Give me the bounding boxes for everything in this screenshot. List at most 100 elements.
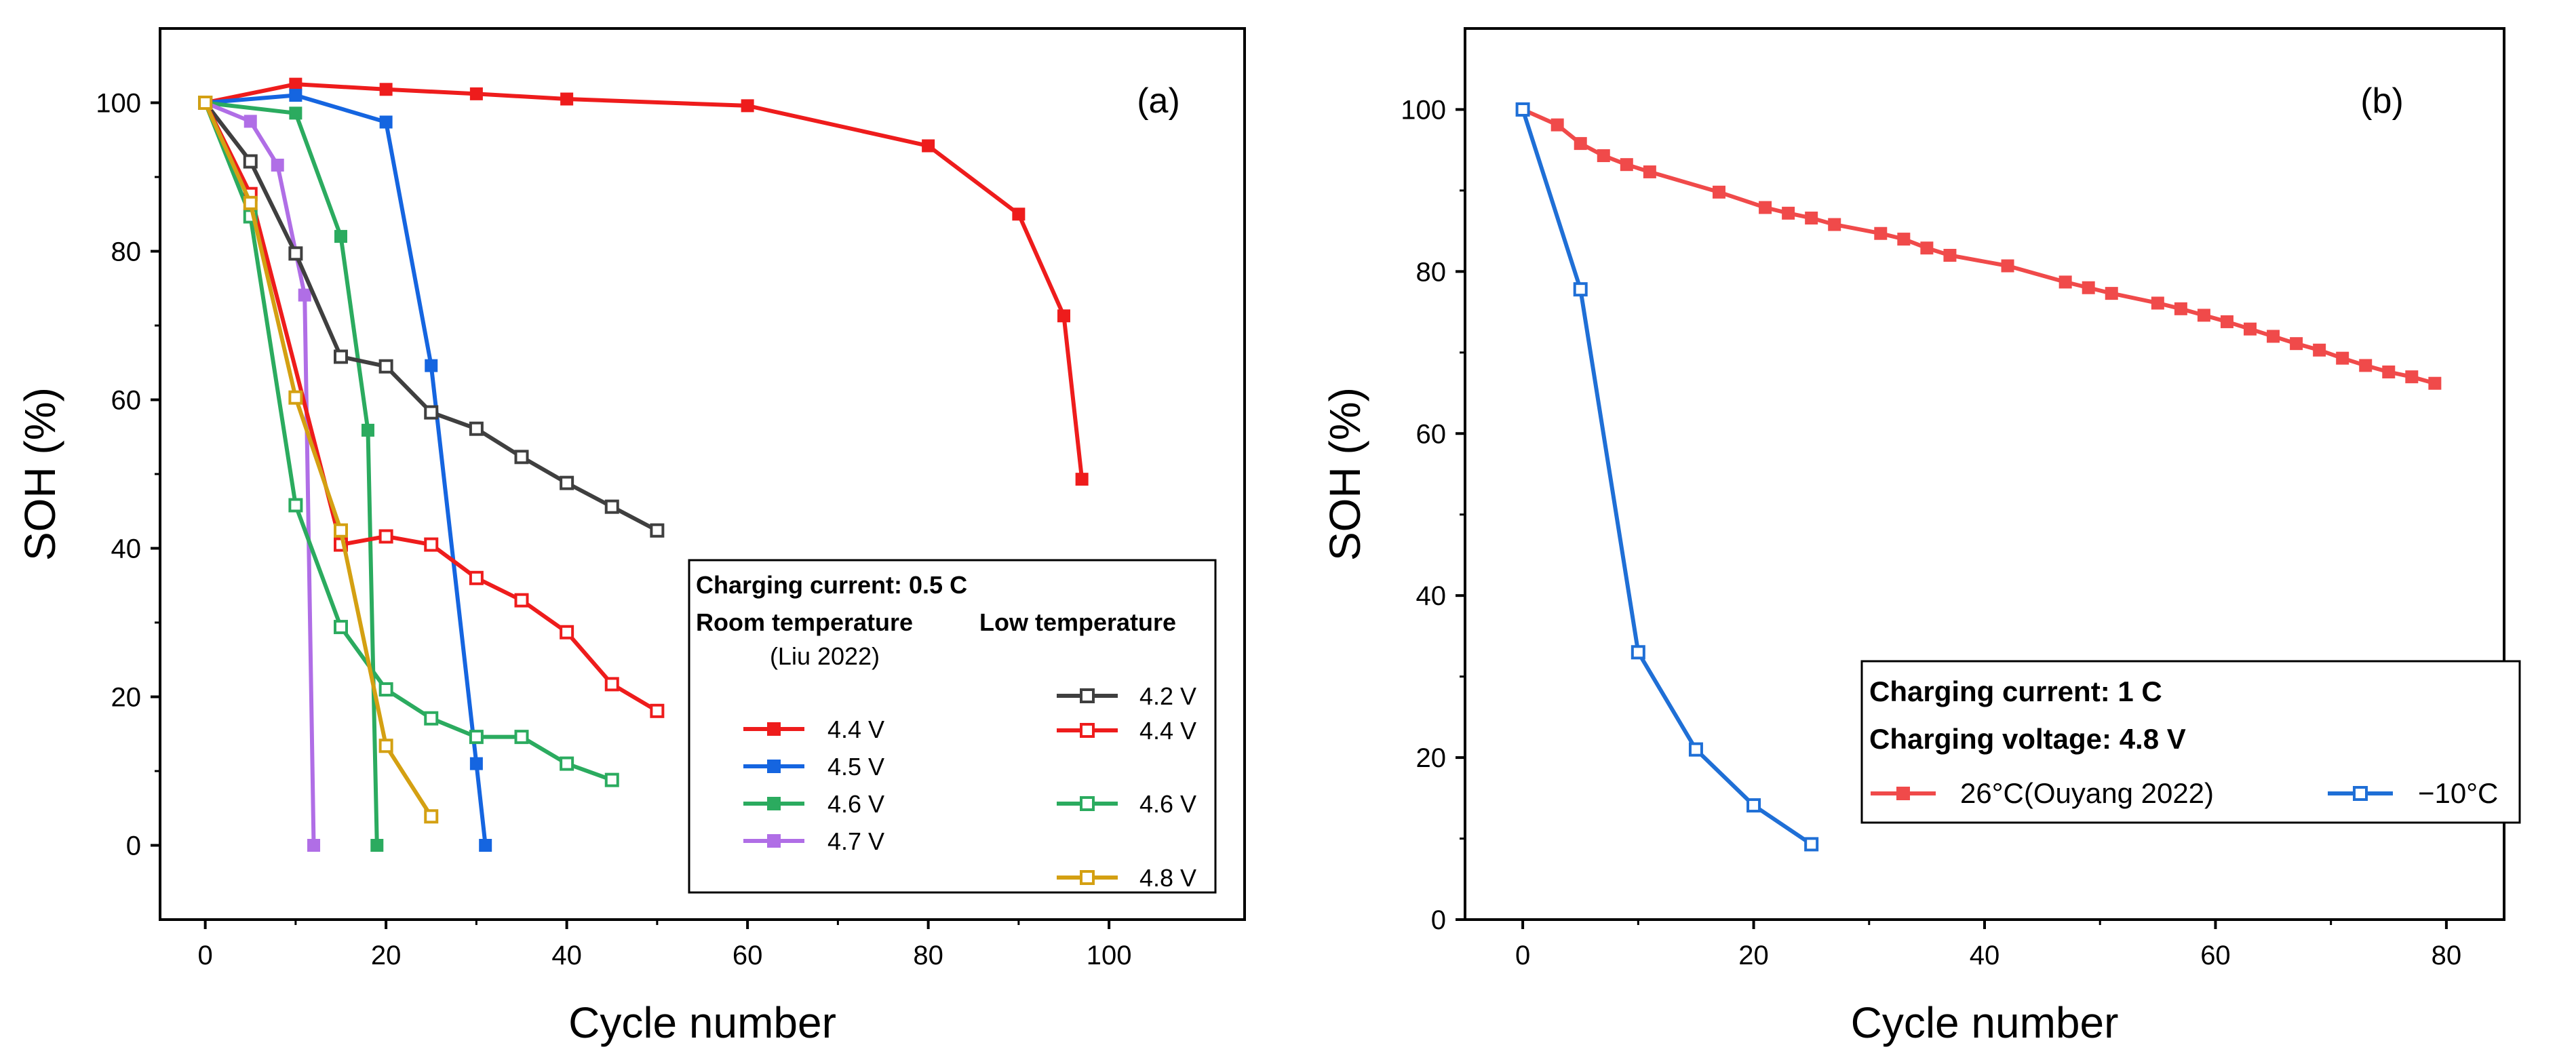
legend-marker — [1896, 787, 1910, 800]
x-tick-label: 20 — [371, 941, 402, 970]
legend-low-header: Low temperature — [979, 608, 1176, 636]
data-point — [469, 570, 484, 585]
data-point — [2428, 376, 2442, 390]
data-point — [1573, 282, 1588, 297]
series-3 — [199, 96, 321, 852]
data-point — [1550, 118, 1564, 132]
data-point — [2290, 337, 2303, 351]
data-point — [378, 682, 393, 697]
data-point — [560, 756, 574, 771]
data-point — [1782, 206, 1795, 220]
x-axis-title: Cycle number — [568, 998, 836, 1047]
data-point — [425, 359, 438, 372]
data-point — [479, 839, 492, 852]
data-point — [2174, 302, 2187, 315]
data-point — [2382, 365, 2396, 378]
data-point — [1943, 248, 1957, 262]
data-point — [370, 839, 384, 852]
data-point — [378, 359, 393, 374]
data-point — [288, 498, 303, 513]
data-point — [2197, 309, 2210, 322]
series-line — [204, 100, 316, 846]
data-point — [289, 89, 303, 102]
data-point — [1804, 837, 1819, 852]
data-point — [2151, 296, 2164, 310]
data-point — [469, 757, 483, 770]
data-point — [1746, 798, 1761, 813]
y-tick-label: 0 — [1431, 905, 1446, 935]
data-point — [469, 730, 484, 745]
data-point — [289, 77, 303, 91]
data-point — [741, 99, 754, 113]
y-tick-label: 60 — [1416, 419, 1447, 449]
data-point — [1631, 645, 1645, 660]
legend-room-header: Room temperature — [696, 608, 913, 636]
data-point — [2359, 359, 2373, 372]
y-tick-label: 100 — [1401, 95, 1446, 125]
y-axis-title: SOH (%) — [16, 387, 64, 561]
data-point — [2244, 322, 2257, 336]
legend-marker — [767, 797, 781, 810]
y-axis-title: SOH (%) — [1321, 387, 1369, 561]
x-axis-title: Cycle number — [1851, 998, 2119, 1047]
legend-label: 26°C(Ouyang 2022) — [1960, 777, 2214, 809]
y-tick-label: 100 — [96, 89, 141, 119]
legend-marker — [1080, 870, 1095, 885]
panel-a: 0 20 40 60 80 100 0 20 40 60 80 100 Cycle number SOH … — [16, 27, 1246, 1047]
series-line — [203, 102, 659, 713]
series-line — [1521, 109, 1813, 846]
legend-label: 4.4 V — [827, 715, 884, 743]
y-tick-label: 60 — [111, 386, 142, 416]
y-tick-label: 40 — [1416, 581, 1447, 611]
data-point — [424, 537, 439, 552]
data-point — [2336, 351, 2349, 365]
data-point — [307, 839, 321, 852]
data-point — [289, 106, 303, 120]
data-point — [1057, 309, 1070, 323]
x-tick-label: 20 — [1738, 941, 1769, 970]
data-point — [243, 115, 257, 128]
data-point — [560, 92, 574, 106]
data-point — [1688, 742, 1703, 757]
series-6 — [198, 96, 619, 787]
legend-title: Charging current: 0.5 C — [696, 571, 967, 599]
x-tick-label: 80 — [2432, 941, 2462, 970]
data-point — [604, 677, 619, 692]
data-point — [379, 83, 393, 96]
series-1 — [1515, 102, 1819, 852]
data-point — [469, 421, 484, 436]
legend-marker — [767, 722, 781, 736]
data-point — [198, 96, 213, 110]
series-1 — [199, 89, 492, 852]
data-point — [514, 730, 529, 745]
y-tick-label: 0 — [126, 831, 141, 861]
data-point — [2405, 370, 2419, 384]
data-point — [560, 625, 574, 640]
x-tick-label: 0 — [198, 941, 213, 970]
legend-label: 4.5 V — [827, 753, 884, 781]
y-tick-label: 20 — [1416, 743, 1447, 773]
legend-line2: Charging voltage: 4.8 V — [1869, 723, 2186, 755]
data-point — [334, 230, 347, 243]
data-point — [1920, 241, 1934, 255]
y-tick-label: 80 — [111, 237, 142, 267]
data-point — [2105, 287, 2118, 300]
data-point — [1620, 158, 1633, 172]
data-point — [514, 450, 529, 465]
data-point — [1712, 185, 1725, 199]
data-point — [1075, 473, 1089, 486]
legend-marker — [2353, 786, 2368, 801]
data-point — [2058, 275, 2072, 289]
data-point — [271, 158, 284, 172]
data-point — [334, 349, 348, 364]
legend: Charging current: 1 C Charging voltage: 4… — [1860, 660, 2521, 824]
data-point — [1874, 227, 1888, 240]
series-0 — [199, 77, 1089, 486]
data-point — [2001, 259, 2014, 273]
data-point — [650, 523, 665, 538]
data-point — [560, 475, 574, 490]
series-7 — [198, 96, 439, 824]
data-point — [424, 405, 439, 420]
legend-marker — [767, 760, 781, 773]
